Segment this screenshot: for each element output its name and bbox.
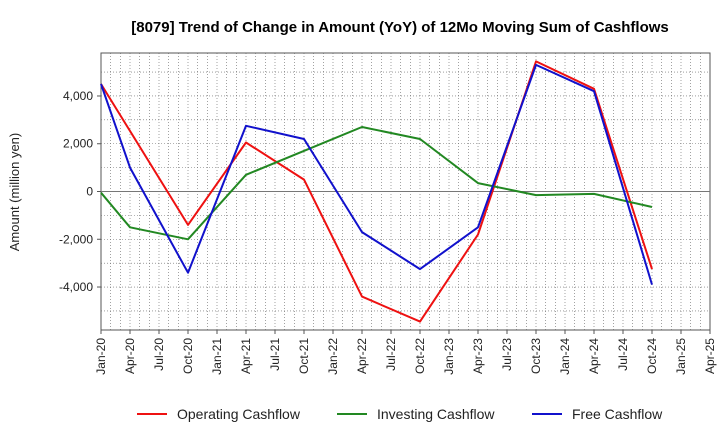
x-tick-label: Apr-20 <box>123 338 137 374</box>
x-tick-label: Jan-22 <box>326 338 340 375</box>
series-lines <box>100 60 653 323</box>
y-tick-label: 0 <box>86 185 93 199</box>
x-tick-label: Jul-24 <box>616 338 630 371</box>
x-tick-label: Jan-21 <box>210 338 224 375</box>
x-tick-label: Oct-24 <box>645 338 659 374</box>
y-tick-label: -4,000 <box>59 280 93 294</box>
x-tick-label: Jan-25 <box>674 338 688 375</box>
y-tick-label: 4,000 <box>63 89 93 103</box>
x-tick-label: Jan-23 <box>442 338 456 375</box>
x-tick-label: Oct-21 <box>297 338 311 374</box>
series-line-free-cashflow <box>100 63 653 285</box>
x-tick-label: Jan-24 <box>558 338 572 375</box>
x-tick-label: Apr-22 <box>355 338 369 374</box>
chart-title: [8079] Trend of Change in Amount (YoY) o… <box>131 19 669 36</box>
y-axis-label: Amount (million yen) <box>7 133 22 252</box>
legend-label-operating-cashflow: Operating Cashflow <box>177 406 301 422</box>
y-tick-label: 2,000 <box>63 137 93 151</box>
x-tick-label: Jul-22 <box>384 338 398 371</box>
legend-label-investing-cashflow: Investing Cashflow <box>377 406 495 422</box>
horizontal-gridlines <box>101 71 710 312</box>
x-tick-label: Jul-23 <box>500 338 514 371</box>
y-tick-label: -2,000 <box>59 232 93 246</box>
legend-label-free-cashflow: Free Cashflow <box>572 406 663 422</box>
x-tick-label: Apr-23 <box>471 338 485 374</box>
x-axis-ticks: Jan-20 Apr-20 Jul-20 Oct-20 Jan-21 Apr-21 Jul-… <box>94 330 717 375</box>
x-tick-label: Oct-20 <box>181 338 195 374</box>
x-tick-label: Jan-20 <box>94 338 108 375</box>
x-tick-label: Jul-20 <box>152 338 166 371</box>
series-line-investing-cashflow <box>100 126 653 241</box>
x-tick-label: Jul-21 <box>268 338 282 371</box>
x-tick-label: Oct-22 <box>413 338 427 374</box>
x-tick-label: Oct-23 <box>529 338 543 374</box>
series-line-operating-cashflow <box>100 60 653 323</box>
y-axis-ticks: -4,000 -2,000 0 2,000 4,000 <box>59 89 101 294</box>
x-tick-label: Apr-25 <box>703 338 717 374</box>
x-tick-label: Apr-21 <box>239 338 253 374</box>
legend: Operating Cashflow Investing Cashflow Free… <box>137 406 663 422</box>
x-tick-label: Apr-24 <box>587 338 601 374</box>
